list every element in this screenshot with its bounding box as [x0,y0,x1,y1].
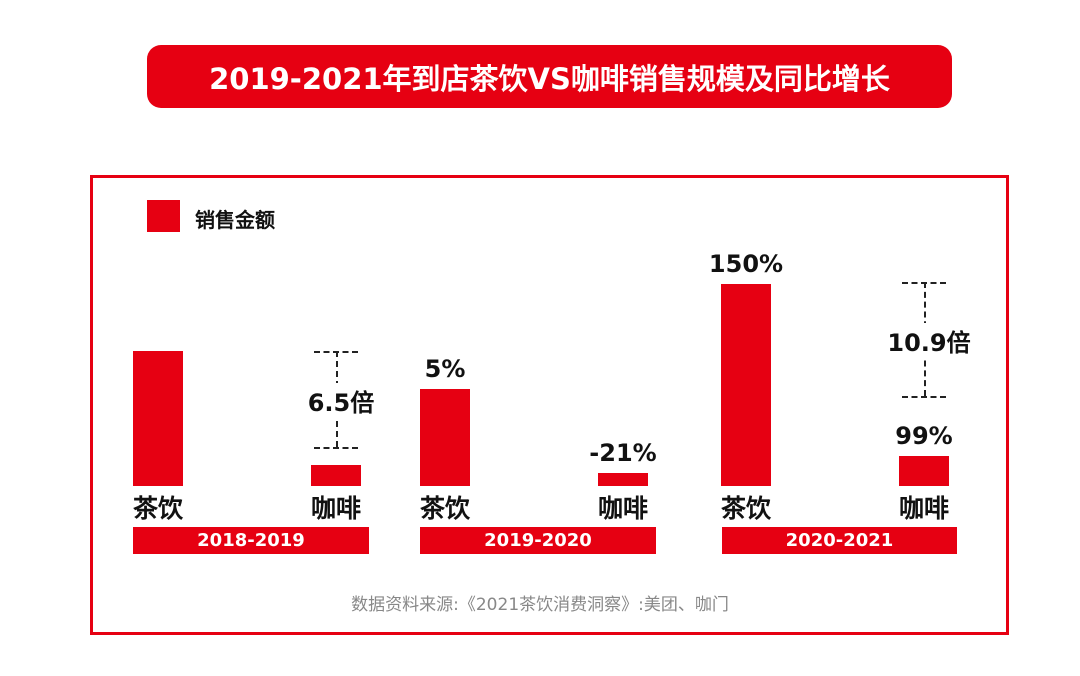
category-label: 咖啡 [898,494,949,523]
multiple-label: 6.5倍 [286,383,396,418]
dashed-line-bottom [314,447,358,449]
dashed-line-bottom [902,396,946,398]
legend-swatch [147,200,180,232]
legend-label: 销售金额 [195,208,275,232]
multiple-label: 10.9倍 [874,323,984,358]
chart-title: 2019-2021年到店茶饮VS咖啡销售规模及同比增长 [147,45,952,108]
bar-2020-2021-0 [721,284,771,486]
period-label: 2018-2019 [133,527,369,554]
category-label: 茶饮 [419,494,470,523]
bar-2018-2019-0 [133,351,183,486]
category-label: 咖啡 [310,494,361,523]
data-label: 150% [708,250,784,278]
data-label: 5% [424,355,466,383]
data-label: -21% [589,439,657,467]
category-label: 茶饮 [132,494,183,523]
data-label: 99% [895,422,953,450]
source-note: 数据资料来源:《2021茶饮消费洞察》:美团、咖门 [351,595,729,615]
category-label: 咖啡 [597,494,648,523]
bar-2019-2020-0 [420,389,470,486]
bar-2019-2020-1 [598,473,648,486]
bar-2018-2019-1 [311,465,361,486]
period-label: 2019-2020 [420,527,656,554]
bar-2020-2021-1 [899,456,949,486]
period-label: 2020-2021 [722,527,957,554]
category-label: 茶饮 [720,494,771,523]
chart-frame [90,175,1009,635]
